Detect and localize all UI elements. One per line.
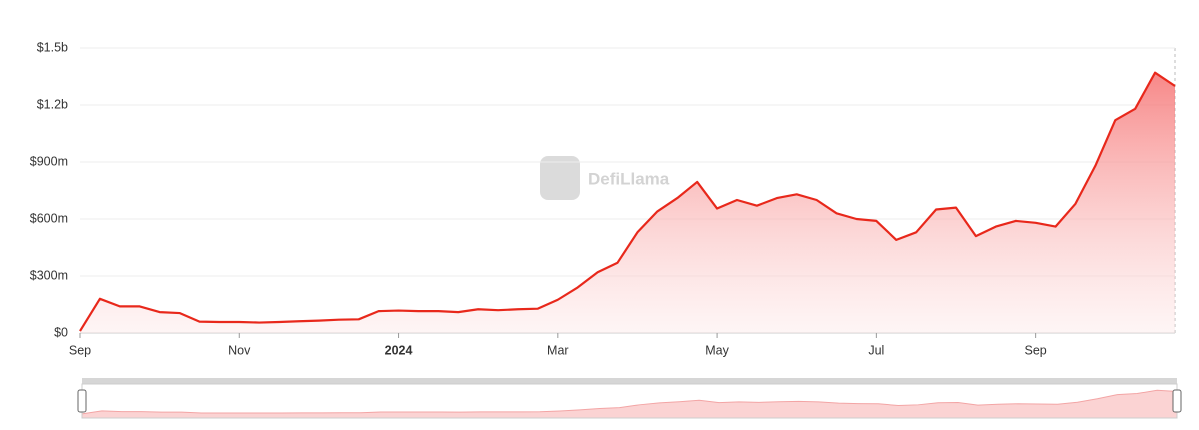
y-tick-label: $600m [30, 211, 68, 225]
x-tick-label: 2024 [385, 343, 413, 357]
navigator [77, 378, 1182, 419]
watermark-text: DefiLlama [588, 169, 670, 188]
x-tick-label: Nov [228, 343, 251, 357]
x-tick-label: Sep [1025, 343, 1047, 357]
y-tick-label: $1.5b [37, 40, 68, 54]
y-tick-label: $0 [54, 325, 68, 339]
navigator-area [81, 389, 1178, 419]
area-fill [80, 72, 1175, 333]
navigator-scrollbar[interactable] [82, 378, 1177, 384]
y-tick-label: $1.2b [37, 97, 68, 111]
line [79, 71, 1176, 332]
navigator-handle-left[interactable] [77, 389, 87, 413]
watermark: DefiLlama [540, 156, 670, 200]
x-tick-label: May [705, 343, 729, 357]
x-tick-label: Mar [547, 343, 569, 357]
x-tick-label: Jul [868, 343, 884, 357]
navigator-handle-right[interactable] [1172, 389, 1182, 413]
x-tick-label: Sep [69, 343, 91, 357]
y-tick-label: $900m [30, 154, 68, 168]
y-tick-label: $300m [30, 268, 68, 282]
watermark-logo [540, 156, 580, 200]
